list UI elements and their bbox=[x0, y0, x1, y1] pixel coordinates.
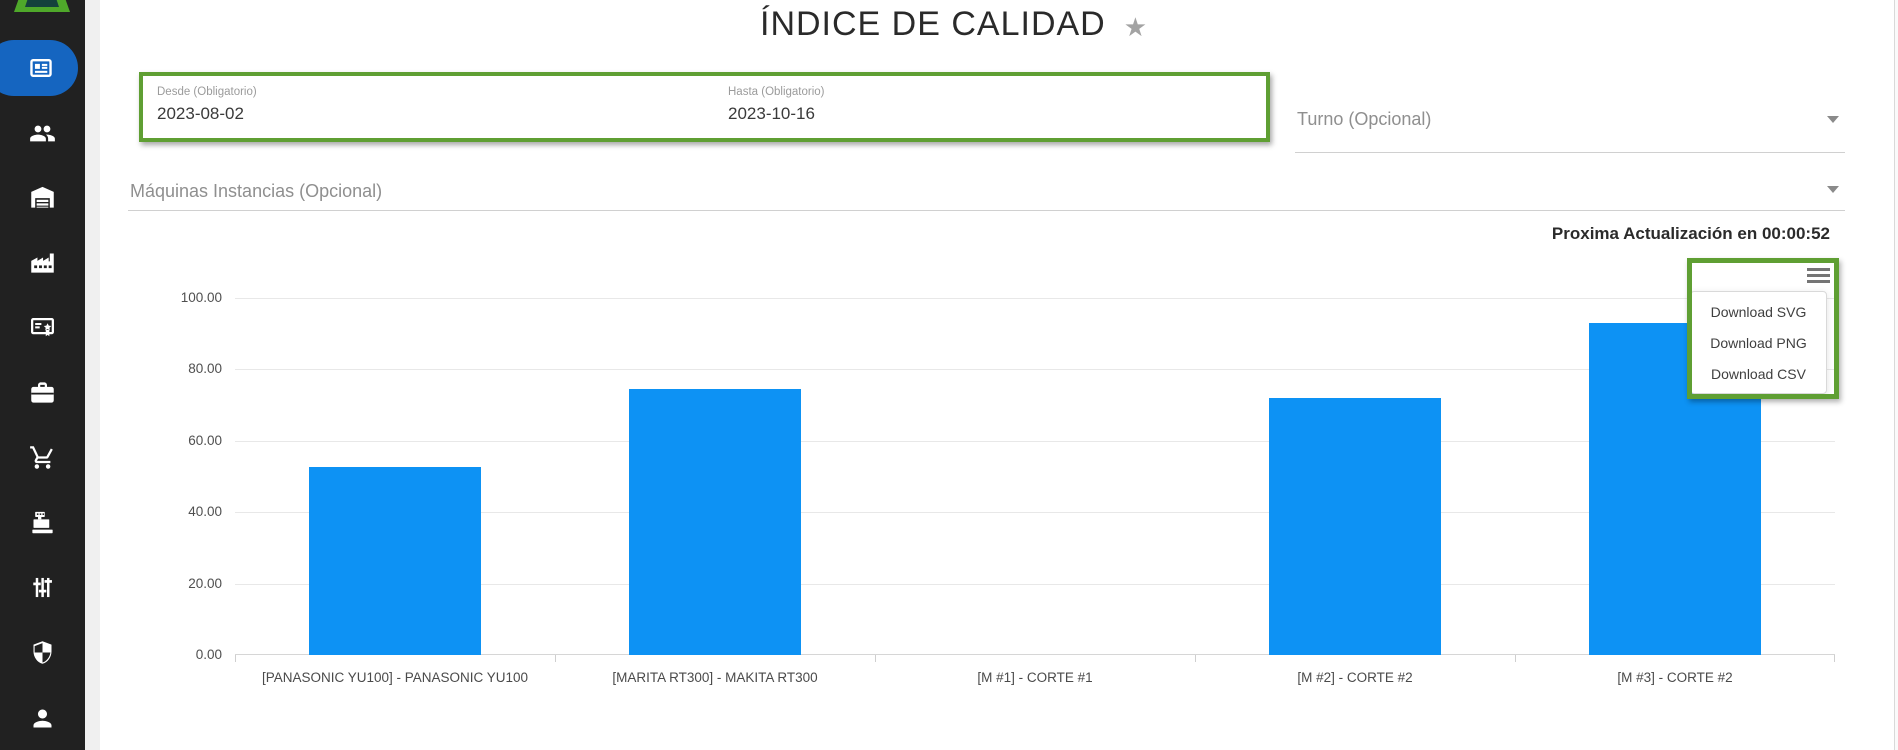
cash-register-icon bbox=[32, 511, 53, 534]
person-icon bbox=[33, 709, 52, 728]
x-tick-label: [M #1] - CORTE #1 bbox=[977, 670, 1093, 685]
shield-icon bbox=[33, 641, 52, 664]
favorite-star-icon[interactable]: ★ bbox=[1123, 11, 1148, 42]
x-axis-tick bbox=[1834, 655, 1835, 662]
gridline bbox=[235, 583, 1835, 585]
bar-makita-rt300[interactable] bbox=[629, 388, 801, 655]
chart-download-menu: Download SVG Download PNG Download CSV bbox=[1690, 291, 1827, 394]
sidebar-item-dashboard-active[interactable] bbox=[0, 40, 78, 96]
cart-icon bbox=[30, 446, 53, 469]
certificate-icon bbox=[31, 317, 54, 337]
category-cell bbox=[235, 298, 555, 655]
bar-corte-2[interactable] bbox=[1269, 397, 1441, 655]
date-from-field[interactable]: Desde (Obligatorio) 2023-08-02 bbox=[157, 86, 257, 124]
category-cell bbox=[1195, 298, 1515, 655]
date-from-label: Desde (Obligatorio) bbox=[157, 86, 257, 98]
turno-select-label: Turno (Opcional) bbox=[1297, 109, 1432, 129]
warehouse-icon bbox=[31, 186, 54, 208]
menu-item-download-csv[interactable]: Download CSV bbox=[1711, 366, 1806, 382]
app-logo bbox=[14, 0, 70, 17]
sidebar-item-production[interactable] bbox=[29, 249, 56, 276]
menu-item-download-svg[interactable]: Download SVG bbox=[1710, 304, 1807, 320]
date-from-value[interactable]: 2023-08-02 bbox=[157, 104, 244, 123]
y-tick-label: 80.00 bbox=[188, 361, 222, 377]
gridline bbox=[235, 369, 1835, 371]
sidebar-item-jobs[interactable] bbox=[29, 379, 56, 406]
page-title: ÍNDICE DE CALIDAD bbox=[760, 5, 1106, 43]
y-tick-label: 40.00 bbox=[188, 504, 222, 520]
y-tick-label: 100.00 bbox=[180, 290, 222, 305]
sidebar-item-settings[interactable] bbox=[29, 574, 56, 601]
maquinas-select-label: Máquinas Instancias (Opcional) bbox=[130, 181, 383, 201]
x-tick-label: [MARITA RT300] - MAKITA RT300 bbox=[612, 670, 818, 685]
date-range-highlight-box: Desde (Obligatorio) 2023-08-02 Hasta (Ob… bbox=[139, 72, 1270, 142]
chevron-down-icon bbox=[1827, 116, 1839, 123]
bar-series bbox=[235, 298, 1835, 655]
x-axis-labels: [PANASONIC YU100] - PANASONIC YU100 [MAR… bbox=[235, 670, 1835, 685]
people-icon bbox=[30, 125, 55, 142]
x-tick-label: [M #2] - CORTE #2 bbox=[1297, 670, 1413, 685]
sidebar-item-certificates[interactable] bbox=[29, 314, 56, 341]
y-tick-label: 20.00 bbox=[188, 575, 222, 591]
turno-select[interactable]: Turno (Opcional) bbox=[1295, 100, 1845, 153]
next-update-countdown: Proxima Actualización en 00:00:52 bbox=[1551, 224, 1830, 243]
y-tick-label: 0.00 bbox=[195, 647, 222, 662]
briefcase-icon bbox=[31, 382, 54, 403]
gridline bbox=[235, 512, 1835, 514]
sidebar-item-sales[interactable] bbox=[29, 444, 56, 471]
menu-item-download-png[interactable]: Download PNG bbox=[1710, 335, 1807, 351]
x-axis-tick bbox=[1195, 655, 1196, 662]
sidebar-gutter bbox=[85, 0, 100, 750]
category-cell bbox=[555, 298, 875, 655]
gridline bbox=[235, 440, 1835, 442]
y-tick-label: 60.00 bbox=[188, 432, 222, 448]
maquinas-select[interactable]: Máquinas Instancias (Opcional) bbox=[128, 160, 1845, 211]
date-to-label: Hasta (Obligatorio) bbox=[728, 86, 825, 98]
page-header: ÍNDICE DE CALIDAD ★ bbox=[760, 5, 1147, 44]
tune-icon bbox=[33, 577, 52, 598]
scrollbar[interactable] bbox=[1894, 0, 1898, 750]
gridline bbox=[235, 298, 1835, 299]
sidebar-item-profile[interactable] bbox=[29, 705, 56, 732]
bar-chart-plot bbox=[235, 298, 1835, 662]
chart-context-menu-icon[interactable] bbox=[1807, 268, 1830, 286]
sidebar-item-security[interactable] bbox=[29, 639, 56, 666]
sidebar-item-pos[interactable] bbox=[29, 509, 56, 536]
x-axis-tick bbox=[875, 655, 876, 662]
sidebar-nav bbox=[0, 0, 85, 750]
chevron-down-icon bbox=[1827, 186, 1839, 193]
bar-panasonic-yu100[interactable] bbox=[309, 466, 481, 655]
x-axis-tick bbox=[235, 655, 236, 662]
dashboard-icon bbox=[30, 59, 52, 77]
sidebar-item-warehouse[interactable] bbox=[29, 184, 56, 211]
x-axis-tick bbox=[555, 655, 556, 662]
x-tick-label: [PANASONIC YU100] - PANASONIC YU100 bbox=[261, 670, 529, 685]
sidebar-item-users[interactable] bbox=[29, 120, 56, 147]
x-tick-label: [M #3] - CORTE #2 bbox=[1617, 670, 1733, 685]
x-axis-line bbox=[235, 654, 1835, 655]
date-to-value[interactable]: 2023-10-16 bbox=[728, 104, 815, 123]
category-cell bbox=[875, 298, 1195, 655]
date-to-field[interactable]: Hasta (Obligatorio) 2023-10-16 bbox=[728, 86, 825, 124]
x-axis-tick bbox=[1515, 655, 1516, 662]
factory-icon bbox=[31, 253, 54, 273]
